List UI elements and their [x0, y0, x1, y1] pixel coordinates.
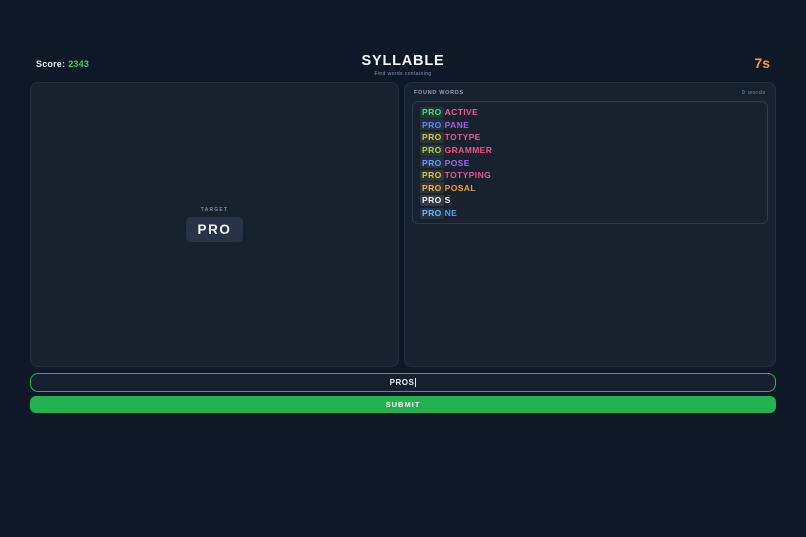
word-suffix: TOTYPE: [444, 132, 481, 143]
target-syllable: PRO: [186, 217, 243, 242]
submit-button[interactable]: SUBMIT: [30, 396, 776, 413]
found-words-panel: FOUND WORDS 9 words PRO ACTIVE PRO PANE PRO T…: [404, 82, 776, 367]
word-prefix: PRO: [420, 131, 444, 143]
word-suffix: ACTIVE: [444, 107, 479, 118]
found-word: PRO GRAMMER: [420, 144, 760, 157]
found-word: PRO POSE: [420, 156, 760, 169]
found-word: PRO S: [420, 194, 760, 207]
text-caret: [415, 378, 417, 387]
score-label: Score:: [36, 59, 66, 69]
word-input[interactable]: PROS: [30, 373, 776, 392]
found-word: PRO NE: [420, 207, 760, 220]
word-prefix: PRO: [420, 194, 444, 206]
header: Score: 2343 SYLLABLE Find words containin…: [30, 53, 776, 78]
word-prefix: PRO: [420, 157, 444, 169]
word-suffix: PANE: [444, 119, 470, 130]
word-suffix: GRAMMER: [444, 145, 493, 156]
found-words-list: PRO ACTIVE PRO PANE PRO TOTYPE PRO GRAMMER PRO PO…: [412, 101, 768, 225]
word-prefix: PRO: [420, 106, 444, 118]
score-value: 2343: [68, 59, 90, 69]
timer: 7s: [754, 55, 770, 71]
target-label: TARGET: [200, 207, 229, 213]
main-area: TARGET PRO FOUND WORDS 9 words PRO ACTIVE…: [30, 82, 776, 367]
title-block: SYLLABLE Find words containing: [30, 53, 776, 77]
word-suffix: POSAL: [444, 182, 476, 193]
target-panel: TARGET PRO: [30, 82, 399, 367]
found-word: PRO TOTYPE: [420, 131, 760, 144]
word-suffix: POSE: [444, 157, 470, 168]
word-suffix: S: [444, 195, 451, 206]
found-words-header: FOUND WORDS 9 words: [405, 83, 775, 101]
score: Score: 2343: [36, 59, 89, 69]
word-prefix: PRO: [420, 144, 444, 156]
word-prefix: PRO: [420, 169, 444, 181]
game-subtitle: Find words containing: [374, 71, 432, 77]
word-prefix: PRO: [420, 119, 444, 131]
found-word: PRO TOTYPING: [420, 169, 760, 182]
found-word: PRO ACTIVE: [420, 106, 760, 119]
game-title: SYLLABLE: [361, 53, 445, 69]
word-input-value: PROS: [389, 378, 415, 387]
word-prefix: PRO: [420, 182, 444, 194]
word-suffix: NE: [444, 208, 458, 219]
found-word: PRO POSAL: [420, 182, 760, 195]
found-words-count: 9 words: [741, 90, 766, 96]
found-word: PRO PANE: [420, 119, 760, 132]
word-prefix: PRO: [420, 207, 444, 219]
word-suffix: TOTYPING: [444, 170, 492, 181]
found-words-title: FOUND WORDS: [414, 90, 464, 96]
